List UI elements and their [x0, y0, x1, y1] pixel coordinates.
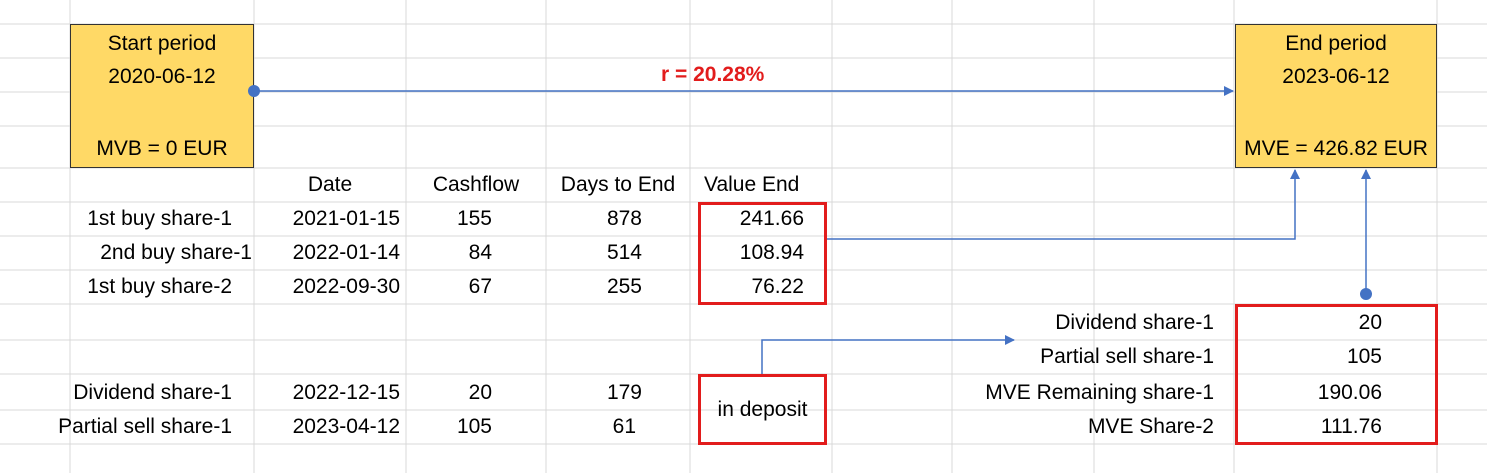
- mve-value-partial-sell: 105: [1346, 345, 1382, 368]
- row-2-date: 2022-01-14: [292, 241, 400, 264]
- row-2-label: 2nd buy share-1: [100, 241, 252, 264]
- header-cashflow: Cashflow: [432, 173, 520, 196]
- deposit-row-2-label: Partial sell share-1: [58, 415, 232, 438]
- deposit-row-2-cashflow: 105: [456, 415, 492, 438]
- rate-label: r = 20.28%: [661, 63, 765, 86]
- row-2-cashflow: 84: [468, 241, 492, 264]
- mve-label-share-2: MVE Share-2: [1087, 415, 1214, 438]
- row-3-cashflow: 67: [468, 275, 492, 298]
- start-period-title: Start period: [107, 32, 217, 55]
- row-1-days: 878: [606, 207, 642, 230]
- deposit-row-2-days: 61: [612, 415, 636, 438]
- mve-value-dividend: 20: [1358, 311, 1382, 334]
- mve-breakdown-highlight: [1235, 304, 1438, 445]
- row-1-value: 241.66: [739, 207, 804, 230]
- mve-label-dividend: Dividend share-1: [1055, 311, 1214, 334]
- deposit-row-1-label: Dividend share-1: [73, 381, 232, 404]
- end-period-date: 2023-06-12: [1282, 65, 1390, 88]
- start-period-mvb: MVB = 0 EUR: [96, 137, 228, 160]
- deposit-row-1-cashflow: 20: [468, 381, 492, 404]
- row-2-value: 108.94: [739, 241, 804, 264]
- row-1-cashflow: 155: [456, 207, 492, 230]
- row-3-date: 2022-09-30: [292, 275, 400, 298]
- start-period-date: 2020-06-12: [108, 65, 216, 88]
- deposit-row-2-date: 2023-04-12: [292, 415, 400, 438]
- deposit-row-1-date: 2022-12-15: [292, 381, 400, 404]
- end-period-mve: MVE = 426.82 EUR: [1244, 137, 1428, 160]
- row-3-days: 255: [606, 275, 642, 298]
- value-end-highlight: [698, 202, 827, 305]
- in-deposit-box: [698, 374, 827, 445]
- mve-label-partial-sell: Partial sell share-1: [1040, 345, 1214, 368]
- end-period-box: End period 2023-06-12 MVE = 426.82 EUR: [1235, 24, 1437, 168]
- mve-value-remaining-share-1: 190.06: [1317, 381, 1382, 404]
- row-2-days: 514: [606, 241, 642, 264]
- header-days-to-end: Days to End: [560, 173, 676, 196]
- row-1-date: 2021-01-15: [292, 207, 400, 230]
- row-3-value: 76.22: [751, 275, 804, 298]
- in-deposit-label: in deposit: [717, 398, 808, 421]
- start-period-box: Start period 2020-06-12 MVB = 0 EUR: [70, 24, 254, 168]
- header-date: Date: [307, 173, 353, 196]
- header-value-end: Value End: [704, 173, 800, 196]
- deposit-row-1-days: 179: [606, 381, 642, 404]
- end-period-title: End period: [1285, 32, 1387, 55]
- row-1-label: 1st buy share-1: [87, 207, 232, 230]
- mve-label-remaining-share-1: MVE Remaining share-1: [985, 381, 1214, 404]
- row-3-label: 1st buy share-2: [87, 275, 232, 298]
- mve-value-share-2: 111.76: [1320, 415, 1382, 438]
